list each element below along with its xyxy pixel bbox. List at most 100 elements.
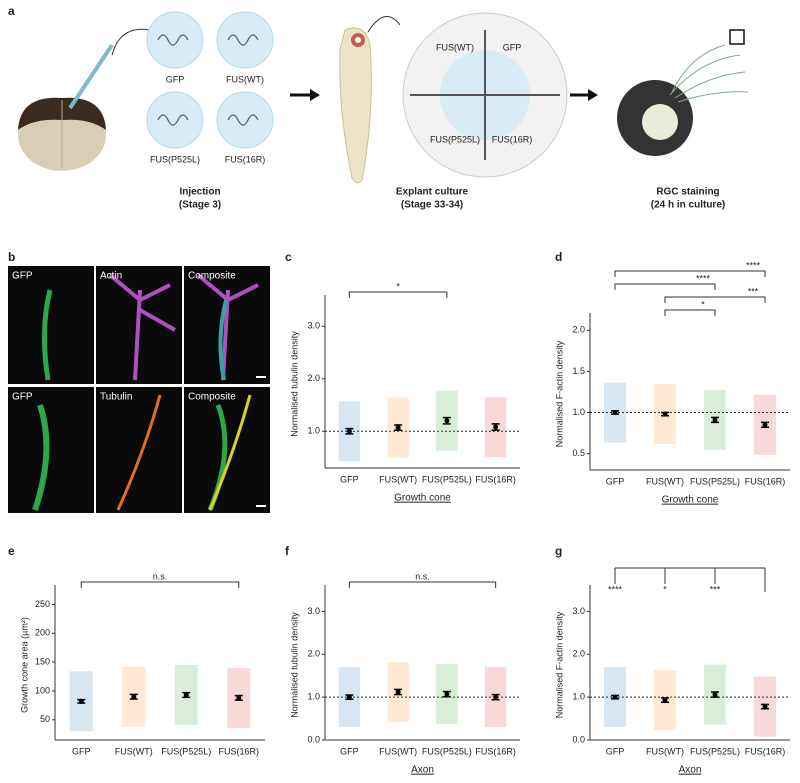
embryo xyxy=(18,28,151,171)
panel-letter: f xyxy=(285,544,290,558)
y-tick-label: 150 xyxy=(35,656,50,666)
significance-label: **** xyxy=(696,273,711,283)
x-tick-label: FUS(16R) xyxy=(218,746,259,756)
significance-bracket xyxy=(664,309,716,316)
channel-label: Tubulin xyxy=(100,392,132,403)
x-axis-label: Growth cone xyxy=(394,493,451,504)
x-tick-label: FUS(P525L) xyxy=(422,746,472,756)
mean-marker xyxy=(612,409,618,415)
significance-label: **** xyxy=(608,584,623,594)
panel-letter: g xyxy=(555,544,562,558)
x-tick-label: FUS(P525L) xyxy=(422,474,472,484)
tadpole xyxy=(339,16,401,184)
construct-dishes xyxy=(146,11,274,149)
construct-label: FUS(WT) xyxy=(226,74,264,84)
y-tick-label: 1.0 xyxy=(572,692,585,702)
mean-marker xyxy=(78,698,84,704)
arrow xyxy=(570,89,598,101)
x-tick-label: FUS(P525L) xyxy=(690,746,740,756)
significance-label: n.s. xyxy=(415,571,430,581)
channel-label: Actin xyxy=(100,271,122,282)
y-tick-label: 2.0 xyxy=(572,325,585,335)
panel-letter: a xyxy=(8,4,15,18)
mean-marker xyxy=(762,422,768,428)
x-axis-label: Axon xyxy=(679,765,702,776)
significance-bracket xyxy=(348,291,448,298)
y-axis-label: Growth cone area (µm²) xyxy=(19,617,29,713)
significance-label: *** xyxy=(710,584,721,594)
mean-marker xyxy=(712,417,718,423)
x-tick-label: GFP xyxy=(606,746,625,756)
x-tick-label: GFP xyxy=(606,476,625,486)
step-title: RGC staining xyxy=(656,187,719,198)
significance-label: * xyxy=(663,584,667,594)
channel-label: Composite xyxy=(188,271,236,282)
y-tick-label: 1.5 xyxy=(572,366,585,376)
y-axis-label: Normalised F-actin density xyxy=(554,340,564,447)
y-tick-label: 0.5 xyxy=(572,448,585,458)
significance-bracket xyxy=(80,581,240,588)
significance-label: n.s. xyxy=(153,571,168,581)
significance-bracket xyxy=(664,296,766,303)
x-tick-label: FUS(16R) xyxy=(745,476,786,486)
step-stage: (Stage 3) xyxy=(179,200,221,211)
y-tick-label: 3.0 xyxy=(307,321,320,331)
panel-letter: d xyxy=(555,250,562,264)
panel-letter: b xyxy=(8,250,15,264)
mean-marker xyxy=(493,424,499,430)
x-axis-label: Axon xyxy=(411,765,434,776)
y-tick-label: 100 xyxy=(35,685,50,695)
channel-label: Composite xyxy=(188,392,236,403)
significance-label: *** xyxy=(748,286,759,296)
mean-marker xyxy=(444,691,450,697)
x-tick-label: FUS(16R) xyxy=(475,474,516,484)
y-axis-label: Normalised F-actin density xyxy=(554,611,564,718)
y-tick-label: 200 xyxy=(35,628,50,638)
x-tick-label: FUS(WT) xyxy=(379,746,417,756)
mean-marker xyxy=(662,697,668,703)
y-tick-label: 0.0 xyxy=(572,734,585,744)
step-stage: (24 h in culture) xyxy=(651,200,725,211)
y-axis-label: Normalised tubulin density xyxy=(289,331,299,437)
y-tick-label: 1.0 xyxy=(307,692,320,702)
significance-bracket xyxy=(348,581,497,588)
construct-label: GFP xyxy=(166,74,185,84)
dish-label: FUS(WT) xyxy=(436,42,474,52)
x-tick-label: GFP xyxy=(340,746,359,756)
x-tick-label: FUS(WT) xyxy=(646,746,684,756)
mean-marker xyxy=(712,692,718,698)
mean-marker xyxy=(762,704,768,710)
y-tick-label: 0.0 xyxy=(307,734,320,744)
x-tick-label: FUS(16R) xyxy=(475,746,516,756)
step-title: Explant culture xyxy=(396,187,469,198)
explant xyxy=(617,29,749,156)
panel-letter: c xyxy=(285,250,292,264)
y-tick-label: 50 xyxy=(40,714,50,724)
mean-marker xyxy=(612,694,618,700)
channel-label: GFP xyxy=(12,271,33,282)
x-tick-label: FUS(P525L) xyxy=(690,476,740,486)
arrow xyxy=(290,89,320,101)
y-tick-label: 1.0 xyxy=(572,407,585,417)
step-title: Injection xyxy=(179,187,220,198)
construct-label: FUS(P525L) xyxy=(150,154,200,164)
y-tick-label: 250 xyxy=(35,599,50,609)
culture-dish xyxy=(402,12,568,178)
mean-marker xyxy=(131,694,137,700)
x-tick-label: FUS(WT) xyxy=(379,474,417,484)
x-axis-label: Growth cone xyxy=(662,495,719,506)
x-tick-label: FUS(P525L) xyxy=(161,746,211,756)
y-tick-label: 2.0 xyxy=(572,649,585,659)
y-axis-label: Normalised tubulin density xyxy=(289,612,299,718)
significance-bracket xyxy=(614,283,716,290)
construct-label: FUS(16R) xyxy=(225,154,266,164)
mean-marker xyxy=(395,689,401,695)
y-tick-label: 2.0 xyxy=(307,373,320,383)
mean-marker xyxy=(183,692,189,698)
mean-marker xyxy=(493,694,499,700)
significance-label: **** xyxy=(746,260,761,270)
x-tick-label: FUS(WT) xyxy=(115,746,153,756)
significance-label: * xyxy=(396,281,400,291)
mean-marker xyxy=(236,695,242,701)
